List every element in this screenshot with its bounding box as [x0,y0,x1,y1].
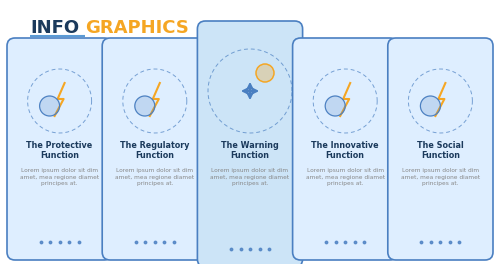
FancyBboxPatch shape [7,38,112,260]
Text: Lorem ipsum dolor sit dim
amet, mea regione diamet
principes at.: Lorem ipsum dolor sit dim amet, mea regi… [401,168,480,186]
Text: The Social
Function: The Social Function [417,141,464,161]
Text: INFO: INFO [30,19,79,37]
Circle shape [54,134,65,144]
Circle shape [435,134,446,144]
FancyBboxPatch shape [102,38,208,260]
FancyBboxPatch shape [388,38,493,260]
Text: The Innovative
Function: The Innovative Function [312,141,379,161]
Text: The Warning
Function: The Warning Function [221,141,279,161]
Circle shape [135,96,155,116]
Text: Lorem ipsum dolor sit dim
amet, mea regione diamet
principes at.: Lorem ipsum dolor sit dim amet, mea regi… [210,168,290,186]
Text: Lorem ipsum dolor sit dim
amet, mea regione diamet
principes at.: Lorem ipsum dolor sit dim amet, mea regi… [20,168,99,186]
FancyBboxPatch shape [198,21,302,264]
Text: Lorem ipsum dolor sit dim
amet, mea regione diamet
principes at.: Lorem ipsum dolor sit dim amet, mea regi… [115,168,194,186]
Circle shape [420,96,440,116]
Circle shape [325,96,345,116]
Circle shape [256,64,274,82]
FancyBboxPatch shape [292,38,398,260]
Text: The Regulatory
Function: The Regulatory Function [120,141,190,161]
Circle shape [40,96,60,116]
Text: The Protective
Function: The Protective Function [26,141,92,161]
Text: GRAPHICS: GRAPHICS [85,19,189,37]
Text: Lorem ipsum dolor sit dim
amet, mea regione diamet
principes at.: Lorem ipsum dolor sit dim amet, mea regi… [306,168,385,186]
